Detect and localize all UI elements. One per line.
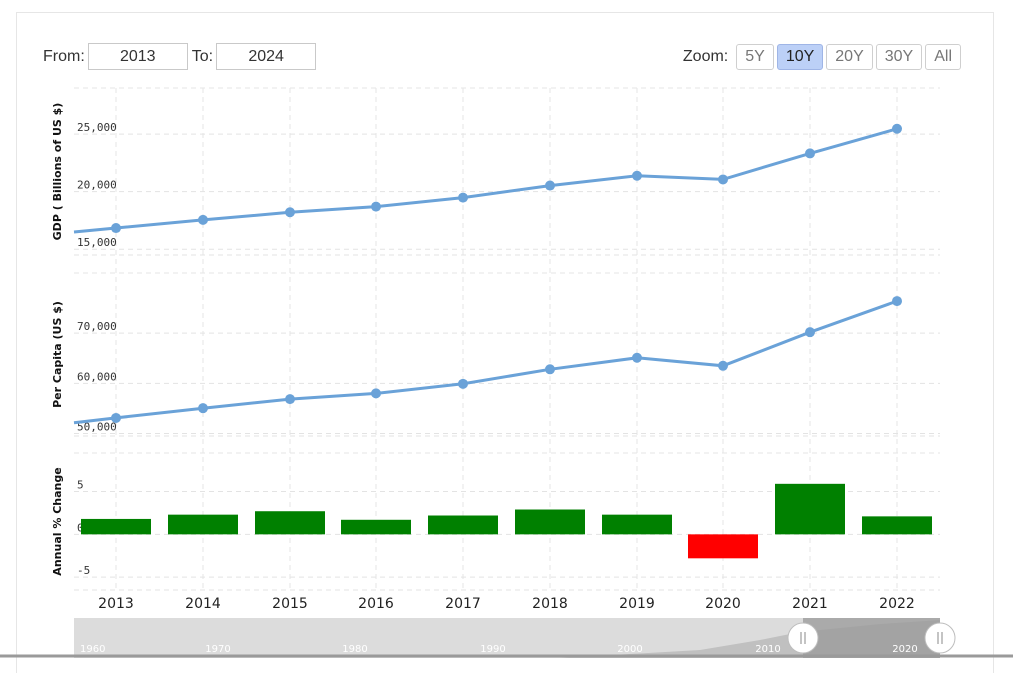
navigator-left-handle[interactable] [787, 622, 819, 654]
navigator-right-handle[interactable] [924, 622, 956, 654]
data-point [285, 394, 295, 405]
y-axis-title: GDP ( Billions of US $) [51, 103, 64, 241]
handle-knob [787, 622, 819, 654]
data-point [111, 223, 121, 234]
data-point [632, 352, 642, 363]
zoom-all-button[interactable]: All [925, 44, 961, 70]
navigator-label: 1970 [205, 644, 230, 655]
series-line [73, 127, 898, 234]
bar [81, 518, 151, 535]
zoom-30y-button[interactable]: 30Y [875, 44, 923, 70]
y-tick-label: 25,000 [77, 121, 117, 134]
data-point [198, 403, 208, 414]
zoom-5y-button[interactable]: 5Y [736, 44, 774, 70]
data-point [285, 207, 295, 218]
bar [341, 519, 411, 535]
bar [602, 514, 672, 535]
bar [775, 483, 845, 535]
bar [688, 534, 758, 559]
data-point [545, 180, 555, 191]
y-tick-label: -5 [77, 564, 90, 577]
navigator-label: 2000 [617, 644, 642, 655]
x-tick-label: 2018 [532, 596, 568, 612]
data-point [892, 123, 902, 134]
x-tick-label: 2013 [98, 596, 134, 612]
bar [255, 511, 325, 535]
x-tick-label: 2016 [358, 596, 394, 612]
chart-svg: 15,000 20,000 25,000 GDP ( Billions of US $… [0, 87, 1013, 658]
to-label: To: [191, 47, 214, 65]
x-tick-label: 2015 [272, 596, 308, 612]
navigator-label: 1960 [80, 644, 105, 655]
chart-panel-3: -5 0 5 Annual % Change [51, 452, 940, 591]
y-axis-title: Per Capita (US $) [51, 301, 64, 408]
y-tick-label: 60,000 [77, 370, 117, 383]
bar [862, 516, 932, 535]
data-point [718, 174, 728, 185]
y-axis-title: Annual % Change [51, 467, 64, 575]
data-point [371, 201, 381, 212]
top-edge [0, 0, 1013, 12]
zoom-controls: Zoom: 5Y 10Y 20Y 30Y All [683, 44, 961, 70]
chart-panel-1: 15,000 20,000 25,000 GDP ( Billions of US $… [51, 87, 940, 256]
zoom-label: Zoom: [682, 48, 729, 65]
data-point [458, 192, 468, 203]
y-tick-label: 0 [77, 521, 84, 534]
navigator: 1960 1970 1980 1990 2000 2010 2020 [74, 618, 956, 658]
from-input[interactable]: 2013 [87, 43, 188, 70]
x-tick-label: 2022 [879, 596, 915, 612]
y-tick-label: 15,000 [77, 236, 117, 249]
data-point [371, 388, 381, 399]
zoom-20y-button[interactable]: 20Y [826, 44, 873, 70]
navigator-label: 2010 [755, 644, 780, 655]
data-point [545, 364, 555, 375]
x-tick-label: 2019 [619, 596, 655, 612]
data-point [111, 412, 121, 423]
data-point [892, 296, 902, 307]
data-point [458, 378, 468, 389]
zoom-10y-button[interactable]: 10Y [776, 44, 824, 70]
data-point [718, 360, 728, 371]
x-tick-label: 2014 [185, 596, 221, 612]
chart-panel-2: 50,000 60,000 70,000 Per Capita (US $) [51, 272, 940, 437]
y-tick-label: 5 [77, 479, 84, 492]
handle-knob [924, 622, 956, 654]
x-tick-label: 2020 [705, 596, 741, 612]
y-tick-label: 20,000 [77, 179, 117, 192]
bar [515, 509, 585, 535]
series-line [73, 299, 898, 425]
to-input[interactable]: 2024 [216, 43, 317, 70]
x-tick-label: 2021 [792, 596, 828, 612]
x-tick-label: 2017 [445, 596, 481, 612]
data-point [632, 170, 642, 181]
bar [168, 514, 238, 535]
data-point [198, 214, 208, 225]
data-point [805, 327, 815, 338]
data-point [805, 148, 815, 159]
y-tick-label: 50,000 [77, 420, 117, 433]
date-range: From: 2013 To: 2024 [43, 43, 317, 70]
y-tick-label: 70,000 [77, 320, 117, 333]
navigator-label: 1990 [480, 644, 505, 655]
navigator-selection [803, 618, 940, 658]
navigator-label: 1980 [342, 644, 367, 655]
from-label: From: [43, 47, 85, 65]
navigator-label: 2020 [892, 644, 917, 655]
bar [428, 515, 498, 535]
chart-panel [16, 12, 994, 673]
